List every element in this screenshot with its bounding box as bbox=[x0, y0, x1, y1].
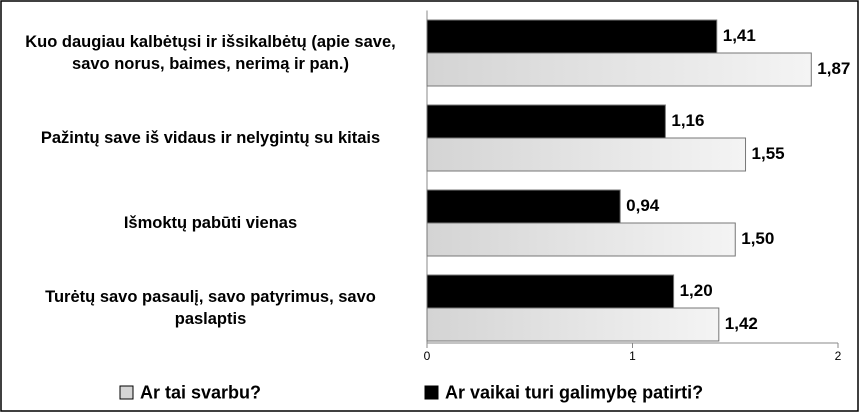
legend-swatch bbox=[424, 385, 439, 400]
bar bbox=[426, 19, 718, 54]
legend-label: Ar tai svarbu? bbox=[140, 382, 262, 403]
value-label: 1,16 bbox=[671, 111, 704, 130]
bar bbox=[426, 189, 621, 224]
value-label: 0,94 bbox=[626, 196, 660, 215]
x-tick-label: 0 bbox=[424, 349, 431, 363]
value-label: 1,41 bbox=[723, 26, 756, 45]
value-label: 1,55 bbox=[752, 144, 785, 163]
legend-swatch bbox=[119, 385, 134, 400]
category-label: Turėtų savo pasaulį, savo patyrimus, sav… bbox=[45, 288, 376, 328]
bar bbox=[426, 137, 747, 172]
legend-label: Ar vaikai turi galimybę patirti? bbox=[445, 382, 704, 403]
x-tick-label: 1 bbox=[629, 349, 636, 363]
bar bbox=[426, 307, 720, 342]
value-label: 1,87 bbox=[817, 59, 850, 78]
bar bbox=[426, 52, 812, 87]
category-label: Pažintų save iš vidaus ir nelygintų su k… bbox=[40, 129, 381, 147]
bar bbox=[426, 104, 666, 139]
value-label: 1,50 bbox=[741, 229, 774, 248]
bar bbox=[426, 274, 675, 309]
value-label: 1,20 bbox=[680, 281, 713, 300]
category-label: Išmoktų pabūti vienas bbox=[123, 214, 298, 232]
bar bbox=[426, 222, 736, 257]
category-label: Kuo daugiau kalbėtųsi ir išsikalbėtų (ap… bbox=[25, 33, 396, 73]
x-tick-label: 2 bbox=[835, 349, 842, 363]
value-label: 1,42 bbox=[725, 314, 758, 333]
